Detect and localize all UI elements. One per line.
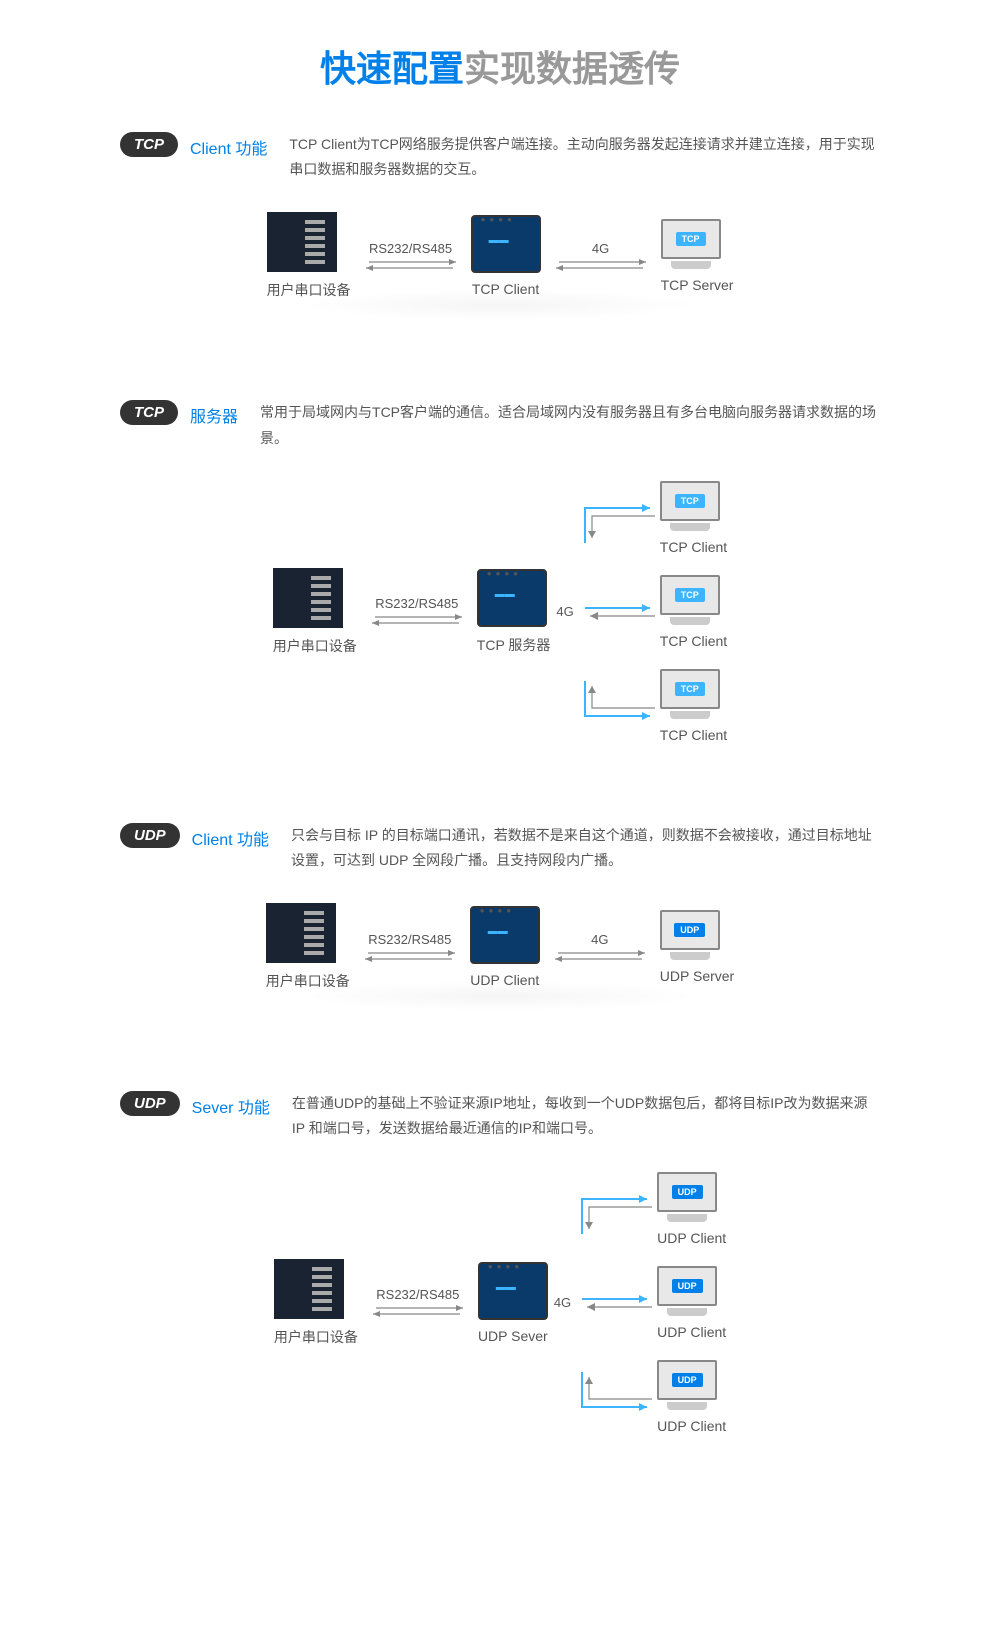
protocol-badge-pill: UDP [120, 823, 180, 848]
protocol-badge: UDP [672, 1185, 703, 1199]
node-label: UDP Sever [478, 1328, 548, 1344]
branch-connector [580, 498, 660, 538]
branch-connector [580, 592, 660, 632]
branch-connector [577, 1283, 657, 1323]
main-container: 快速配置实现数据透传 TCP Client 功能 TCP Client为TCP网… [0, 0, 1000, 1554]
protocol-badge: UDP [674, 923, 705, 937]
pc-device: UDP UDP Client [657, 1266, 726, 1340]
section-header: UDP Sever 功能 在普通UDP的基础上不验证来源IP地址，每收到一个UD… [120, 1091, 880, 1141]
section-1: TCP 服务器 常用于局域网内与TCP客户端的通信。适合局域网内没有服务器且有多… [120, 400, 880, 742]
section-label: Client 功能 [190, 135, 267, 159]
plc-device: 用户串口设备 [273, 568, 357, 656]
right-part: TCP TCP Client TCP TCP Client TCP TCP Cl… [580, 481, 727, 743]
module-device: UDP Client [470, 906, 540, 988]
pc-device: UDP UDP Server [660, 910, 734, 984]
branch-connector [580, 686, 660, 726]
left-part: 用户串口设备 RS232/RS485 UDP Sever 4G [274, 1259, 577, 1347]
node-label: UDP Client [657, 1324, 726, 1340]
conn-label: 4G [591, 932, 608, 947]
node-label: TCP Client [660, 633, 727, 649]
section-0: TCP Client 功能 TCP Client为TCP网络服务提供客户端连接。… [120, 132, 880, 320]
module-device: UDP Sever [478, 1262, 548, 1344]
protocol-badge: UDP [672, 1373, 703, 1387]
section-label: Sever 功能 [192, 1094, 270, 1118]
section-header: TCP Client 功能 TCP Client为TCP网络服务提供客户端连接。… [120, 132, 880, 182]
plc-device: 用户串口设备 [266, 903, 350, 991]
node-label: UDP Client [657, 1230, 726, 1246]
node-label: 用户串口设备 [274, 1327, 358, 1347]
node-label: 用户串口设备 [267, 280, 351, 300]
client-row: UDP UDP Client [577, 1172, 726, 1246]
plc-device: 用户串口设备 [274, 1259, 358, 1347]
connection: 4G [541, 241, 661, 272]
right-part: UDP UDP Client UDP UDP Client UDP UDP Cl… [577, 1172, 726, 1434]
connection: RS232/RS485 [357, 596, 477, 627]
conn-label: RS232/RS485 [369, 241, 452, 256]
branch-connector [577, 1377, 657, 1417]
node-label: UDP Client [470, 972, 540, 988]
section-label: Client 功能 [192, 826, 269, 850]
diagram-complex: 用户串口设备 RS232/RS485 UDP Sever 4G UDP UDP … [120, 1172, 880, 1434]
section-2: UDP Client 功能 只会与目标 IP 的目标端口通讯，若数据不是来自这个… [120, 823, 880, 1011]
client-row: UDP UDP Client [577, 1360, 726, 1434]
connection: RS232/RS485 [351, 241, 471, 272]
protocol-badge: TCP [675, 682, 705, 696]
diagram-simple: 用户串口设备 RS232/RS485 TCP Client 4G TCP [120, 212, 880, 300]
client-row: TCP TCP Client [580, 575, 727, 649]
pc-device: UDP UDP Client [657, 1172, 726, 1246]
section-desc: TCP Client为TCP网络服务提供客户端连接。主动向服务器发起连接请求并建… [289, 132, 880, 182]
protocol-badge: TCP [675, 588, 705, 602]
node-label: TCP Client [660, 727, 727, 743]
diagram-simple: 用户串口设备 RS232/RS485 UDP Client 4G UDP [120, 903, 880, 991]
protocol-badge-pill: TCP [120, 132, 178, 157]
node-label: 用户串口设备 [266, 971, 350, 991]
module-device: TCP Client [471, 215, 541, 297]
node-label: 用户串口设备 [273, 636, 357, 656]
pc-device: TCP TCP Client [660, 669, 727, 743]
conn-label: 4G [554, 1295, 571, 1310]
conn-label: RS232/RS485 [375, 596, 458, 611]
section-desc: 常用于局域网内与TCP客户端的通信。适合局域网内没有服务器且有多台电脑向服务器请… [260, 400, 880, 450]
page-title: 快速配置实现数据透传 [120, 40, 880, 92]
section-label: 服务器 [190, 403, 238, 427]
node-label: TCP Client [660, 539, 727, 555]
pc-device: TCP TCP Client [660, 481, 727, 555]
node-label: TCP Client [471, 281, 541, 297]
conn-label: RS232/RS485 [376, 1287, 459, 1302]
section-desc: 在普通UDP的基础上不验证来源IP地址，每收到一个UDP数据包后，都将目标IP改… [292, 1091, 880, 1141]
conn-label: RS232/RS485 [368, 932, 451, 947]
connection: RS232/RS485 [358, 1287, 478, 1318]
module-device: TCP 服务器 [477, 569, 551, 655]
protocol-badge: TCP [675, 494, 705, 508]
section-header: TCP 服务器 常用于局域网内与TCP客户端的通信。适合局域网内没有服务器且有多… [120, 400, 880, 450]
protocol-badge: TCP [676, 232, 706, 246]
connection: RS232/RS485 [350, 932, 470, 963]
client-row: TCP TCP Client [580, 481, 727, 555]
pc-device: TCP TCP Server [661, 219, 734, 293]
left-part: 用户串口设备 RS232/RS485 TCP 服务器 4G [273, 568, 580, 656]
connection: 4G [540, 932, 660, 963]
title-part1: 快速配置 [320, 48, 464, 89]
protocol-badge-pill: TCP [120, 400, 178, 425]
protocol-badge: UDP [672, 1279, 703, 1293]
pc-device: TCP TCP Client [660, 575, 727, 649]
pc-device: UDP UDP Client [657, 1360, 726, 1434]
conn-label: 4G [556, 604, 573, 619]
diagram-complex: 用户串口设备 RS232/RS485 TCP 服务器 4G TCP TCP Cl… [120, 481, 880, 743]
conn-label: 4G [592, 241, 609, 256]
node-label: UDP Server [660, 968, 734, 984]
title-part2: 实现数据透传 [464, 48, 680, 89]
section-3: UDP Sever 功能 在普通UDP的基础上不验证来源IP地址，每收到一个UD… [120, 1091, 880, 1433]
node-label: UDP Client [657, 1418, 726, 1434]
node-label: TCP Server [661, 277, 734, 293]
plc-device: 用户串口设备 [267, 212, 351, 300]
client-row: TCP TCP Client [580, 669, 727, 743]
protocol-badge-pill: UDP [120, 1091, 180, 1116]
node-label: TCP 服务器 [477, 635, 551, 655]
section-desc: 只会与目标 IP 的目标端口通讯，若数据不是来自这个通道，则数据不会被接收，通过… [291, 823, 880, 873]
section-header: UDP Client 功能 只会与目标 IP 的目标端口通讯，若数据不是来自这个… [120, 823, 880, 873]
branch-connector [577, 1189, 657, 1229]
client-row: UDP UDP Client [577, 1266, 726, 1340]
